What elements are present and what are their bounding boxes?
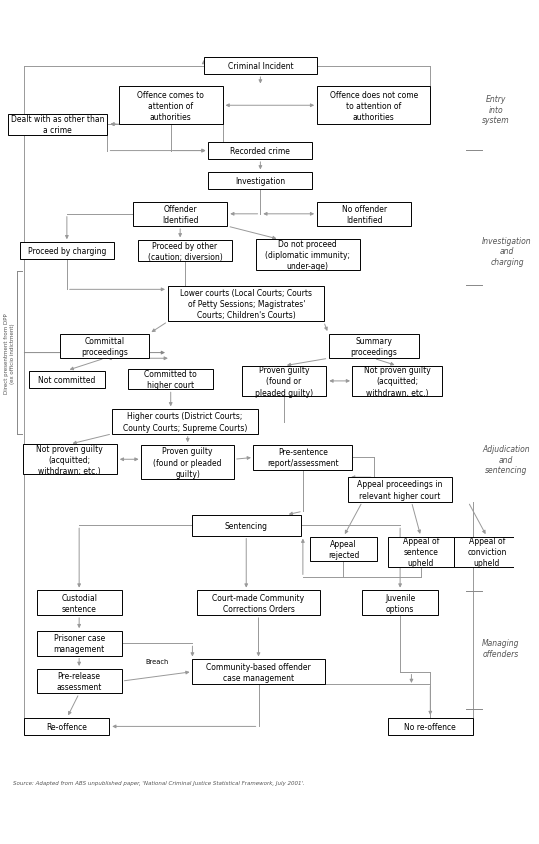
FancyBboxPatch shape xyxy=(348,478,452,502)
FancyBboxPatch shape xyxy=(8,115,107,135)
Text: Prisoner case
management: Prisoner case management xyxy=(53,634,105,653)
Text: Managing
offenders: Managing offenders xyxy=(482,639,520,658)
FancyBboxPatch shape xyxy=(454,537,520,567)
FancyBboxPatch shape xyxy=(209,143,312,160)
FancyBboxPatch shape xyxy=(29,371,105,388)
Text: Appeal of
sentence
upheld: Appeal of sentence upheld xyxy=(403,537,439,568)
FancyBboxPatch shape xyxy=(362,591,438,615)
Text: Appeal of
conviction
upheld: Appeal of conviction upheld xyxy=(467,537,507,568)
FancyBboxPatch shape xyxy=(192,516,301,536)
Text: Do not proceed
(diplomatic immunity;
under-age): Do not proceed (diplomatic immunity; und… xyxy=(265,240,350,271)
FancyBboxPatch shape xyxy=(209,173,312,190)
FancyBboxPatch shape xyxy=(24,718,109,735)
FancyBboxPatch shape xyxy=(388,537,454,567)
FancyBboxPatch shape xyxy=(310,537,377,561)
Text: Breach: Breach xyxy=(145,657,168,663)
FancyBboxPatch shape xyxy=(329,334,418,359)
Text: No re-offence: No re-offence xyxy=(404,722,456,731)
FancyBboxPatch shape xyxy=(241,366,327,397)
FancyBboxPatch shape xyxy=(20,243,114,260)
Text: Not proven guilty
(acquitted;
withdrawn; etc.): Not proven guilty (acquitted; withdrawn;… xyxy=(36,444,103,475)
Text: Custodial
sentence: Custodial sentence xyxy=(61,593,97,613)
FancyBboxPatch shape xyxy=(37,669,122,694)
FancyBboxPatch shape xyxy=(204,58,317,75)
Text: Offence does not come
to attention of
authorities: Offence does not come to attention of au… xyxy=(329,90,418,122)
FancyBboxPatch shape xyxy=(353,366,442,397)
FancyBboxPatch shape xyxy=(37,591,122,615)
FancyBboxPatch shape xyxy=(192,660,324,684)
Text: Juvenile
options: Juvenile options xyxy=(385,593,415,613)
Text: No offender
Identified: No offender Identified xyxy=(342,204,387,225)
Text: Offender
Identified: Offender Identified xyxy=(162,204,198,225)
FancyBboxPatch shape xyxy=(197,591,320,615)
Text: Pre-sentence
report/assessment: Pre-sentence report/assessment xyxy=(267,448,338,468)
Text: Source: Adapted from ABS unpublished paper, 'National Criminal Justice Statistic: Source: Adapted from ABS unpublished pap… xyxy=(13,781,305,785)
FancyBboxPatch shape xyxy=(60,334,149,359)
Text: Direct presentment from DPP
(ex officio indictment): Direct presentment from DPP (ex officio … xyxy=(4,313,15,393)
FancyBboxPatch shape xyxy=(137,241,232,262)
Text: Committal
proceedings: Committal proceedings xyxy=(81,337,128,357)
Text: Court-made Community
Corrections Orders: Court-made Community Corrections Orders xyxy=(212,593,305,613)
Text: Appeal
rejected: Appeal rejected xyxy=(328,539,359,560)
Text: Sentencing: Sentencing xyxy=(225,522,268,530)
Text: Pre-release
assessment: Pre-release assessment xyxy=(57,671,102,691)
FancyBboxPatch shape xyxy=(133,203,227,227)
FancyBboxPatch shape xyxy=(317,87,430,125)
Text: Summary
proceedings: Summary proceedings xyxy=(350,337,397,357)
FancyBboxPatch shape xyxy=(255,240,360,270)
Text: Dealt with as other than
a crime: Dealt with as other than a crime xyxy=(11,115,104,135)
Text: Not proven guilty
(acquitted;
withdrawn, etc.): Not proven guilty (acquitted; withdrawn,… xyxy=(364,366,431,397)
Text: Appeal proceedings in
relevant higher court: Appeal proceedings in relevant higher co… xyxy=(357,480,443,500)
Text: Adjudication
and
sentencing: Adjudication and sentencing xyxy=(482,445,530,474)
Text: Higher courts (District Courts;
County Courts; Supreme Courts): Higher courts (District Courts; County C… xyxy=(123,412,247,432)
Text: Proven guilty
(found or pleaded
guilty): Proven guilty (found or pleaded guilty) xyxy=(154,447,222,478)
Text: Criminal Incident: Criminal Incident xyxy=(227,62,293,71)
Text: Offence comes to
attention of
authorities: Offence comes to attention of authoritie… xyxy=(137,90,204,122)
Text: Re-offence: Re-offence xyxy=(46,722,87,731)
FancyBboxPatch shape xyxy=(317,203,411,227)
FancyBboxPatch shape xyxy=(23,445,117,475)
FancyBboxPatch shape xyxy=(112,409,258,435)
Text: Proven guilty
(found or
pleaded guilty): Proven guilty (found or pleaded guilty) xyxy=(255,366,313,397)
FancyBboxPatch shape xyxy=(37,631,122,656)
Text: Community-based offender
case management: Community-based offender case management xyxy=(206,662,311,682)
Text: Investigation: Investigation xyxy=(236,177,286,186)
FancyBboxPatch shape xyxy=(141,446,234,479)
FancyBboxPatch shape xyxy=(168,286,324,322)
FancyBboxPatch shape xyxy=(128,369,213,390)
Text: Recorded crime: Recorded crime xyxy=(231,147,291,156)
Text: Proceed by other
(caution; diversion): Proceed by other (caution; diversion) xyxy=(148,241,222,262)
Text: Proceed by charging: Proceed by charging xyxy=(27,246,106,256)
FancyBboxPatch shape xyxy=(119,87,223,125)
Text: Investigation
and
charging: Investigation and charging xyxy=(482,236,532,266)
Text: Not committed: Not committed xyxy=(38,375,95,384)
Text: Lower courts (Local Courts; Courts
of Petty Sessions; Magistrates'
Courts; Child: Lower courts (Local Courts; Courts of Pe… xyxy=(180,289,312,320)
Text: Entry
into
system: Entry into system xyxy=(482,95,510,125)
FancyBboxPatch shape xyxy=(253,446,353,470)
Text: Committed to
higher court: Committed to higher court xyxy=(144,370,197,390)
FancyBboxPatch shape xyxy=(388,718,473,735)
